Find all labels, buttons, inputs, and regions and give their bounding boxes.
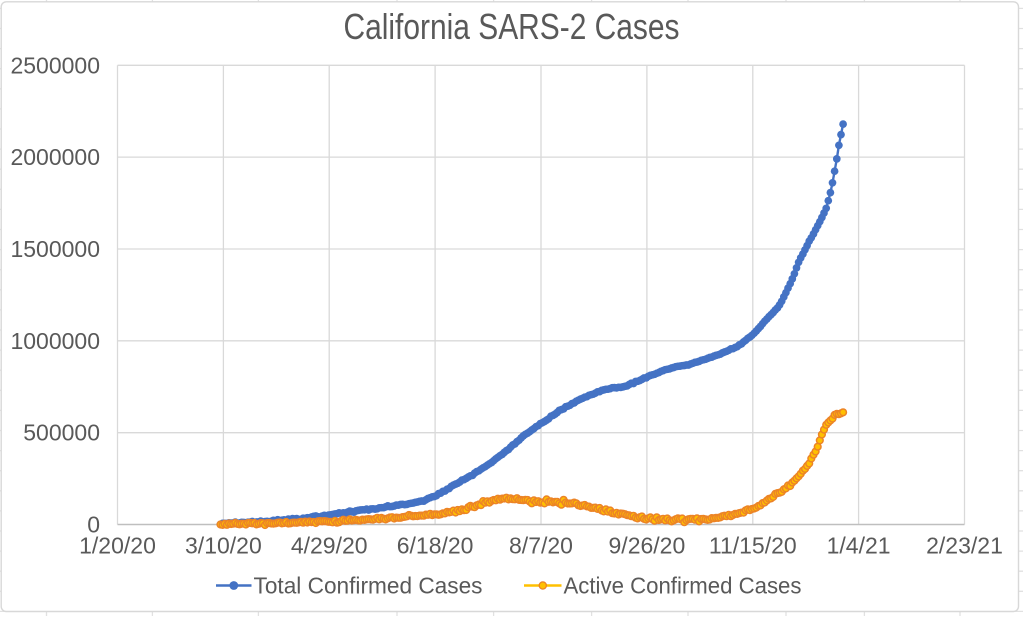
svg-text:500000: 500000	[23, 420, 100, 446]
svg-text:2500000: 2500000	[10, 52, 100, 78]
svg-text:6/18/20: 6/18/20	[397, 533, 474, 559]
svg-text:11/15/20: 11/15/20	[709, 533, 797, 559]
svg-text:1/20/20: 1/20/20	[79, 533, 156, 559]
svg-text:2000000: 2000000	[10, 144, 100, 170]
svg-text:1/4/21: 1/4/21	[827, 533, 891, 559]
svg-text:Total Confirmed Cases: Total Confirmed Cases	[254, 573, 483, 599]
svg-text:California SARS-2 Cases: California SARS-2 Cases	[344, 6, 680, 47]
svg-text:1000000: 1000000	[10, 328, 100, 354]
svg-text:8/7/20: 8/7/20	[509, 533, 573, 559]
svg-text:9/26/20: 9/26/20	[609, 533, 686, 559]
svg-text:Active Confirmed Cases: Active Confirmed Cases	[564, 573, 802, 599]
svg-text:1500000: 1500000	[10, 236, 100, 262]
svg-text:0: 0	[87, 512, 100, 538]
svg-text:4/29/20: 4/29/20	[291, 533, 368, 559]
svg-text:3/10/20: 3/10/20	[185, 533, 262, 559]
svg-text:2/23/21: 2/23/21	[926, 533, 1003, 559]
